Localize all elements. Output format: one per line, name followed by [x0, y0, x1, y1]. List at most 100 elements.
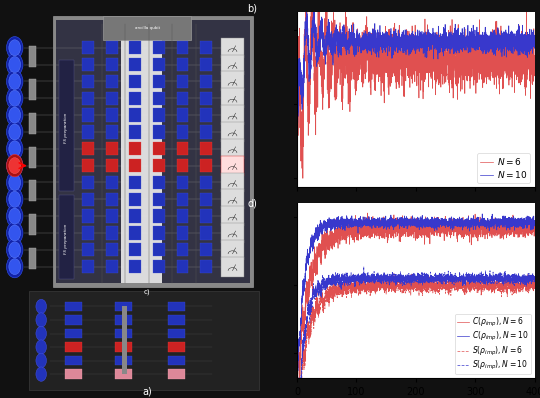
Bar [153, 226, 165, 240]
Circle shape [6, 188, 23, 211]
Bar [53, 16, 253, 287]
$N = 6$ [531, 59, 538, 64]
Bar [200, 142, 212, 156]
Bar [56, 20, 250, 283]
Bar [221, 105, 244, 125]
Bar [106, 92, 118, 105]
Bar [130, 142, 141, 156]
Circle shape [6, 222, 23, 244]
Bar [83, 75, 94, 88]
Circle shape [9, 242, 21, 258]
Bar [29, 180, 36, 201]
$S(\rho_{imp}), N = 6$ [531, 283, 538, 288]
Bar [168, 342, 185, 352]
Bar [106, 125, 118, 139]
Bar [115, 342, 132, 352]
Bar [153, 41, 165, 55]
Bar [122, 361, 126, 374]
Bar [200, 260, 212, 273]
Bar [106, 176, 118, 189]
Bar [130, 260, 141, 273]
Circle shape [9, 191, 21, 207]
Circle shape [9, 174, 21, 190]
Bar [200, 209, 212, 223]
Bar [65, 369, 83, 379]
Bar [177, 176, 188, 189]
Line: $S(\rho_{imp}), N = 6$: $S(\rho_{imp}), N = 6$ [297, 274, 535, 378]
Bar [168, 369, 185, 379]
$C(\rho_{imp}), N = 10$ [395, 219, 402, 224]
$N = 6$ [321, 63, 327, 68]
Bar [115, 315, 132, 325]
$S(\rho_{imp}), N = 10$ [335, 276, 341, 281]
$N = 10$ [303, 10, 309, 14]
Circle shape [6, 87, 23, 109]
Bar [221, 88, 244, 108]
Bar [130, 176, 141, 189]
Bar [83, 41, 94, 55]
Bar [83, 193, 94, 206]
$S(\rho_{imp}), N = 6$ [526, 283, 533, 287]
Bar [177, 75, 188, 88]
Bar [59, 60, 73, 191]
$C(\rho_{imp}), N = 6$ [501, 223, 508, 228]
Text: c): c) [144, 288, 151, 295]
Circle shape [9, 158, 21, 174]
Circle shape [6, 205, 23, 227]
$C(\rho_{imp}), N = 6$ [335, 234, 341, 238]
Bar [200, 109, 212, 122]
Text: FS preparation: FS preparation [64, 224, 68, 254]
$S(\rho_{imp}), N = 6$ [335, 289, 341, 294]
Bar [153, 260, 165, 273]
Bar [29, 291, 259, 390]
Bar [200, 125, 212, 139]
Bar [130, 125, 141, 139]
Bar [83, 260, 94, 273]
Circle shape [9, 259, 21, 275]
$N = 6$ [527, 49, 534, 54]
Bar [65, 342, 83, 352]
Bar [130, 92, 141, 105]
Bar [83, 92, 94, 105]
$N = 6$ [300, 176, 306, 181]
Circle shape [9, 124, 21, 140]
Bar [153, 75, 165, 88]
Bar [177, 209, 188, 223]
Bar [221, 72, 244, 92]
Y-axis label: $m_z$: $m_z$ [250, 90, 263, 109]
Bar [153, 125, 165, 139]
$N = 10$ [501, 37, 508, 42]
Circle shape [36, 353, 46, 368]
$C(\rho_{imp}), N = 10$ [294, 376, 300, 380]
$S(\rho_{imp}), N = 10$ [531, 273, 538, 278]
Bar [200, 92, 212, 105]
Circle shape [9, 40, 21, 56]
Bar [221, 223, 244, 243]
$N = 6$ [385, 65, 392, 70]
Bar [130, 75, 141, 88]
Bar [153, 159, 165, 172]
Bar [103, 16, 191, 40]
Bar [115, 302, 132, 311]
Bar [83, 125, 94, 139]
Bar [106, 58, 118, 71]
Circle shape [9, 158, 21, 174]
Circle shape [9, 90, 21, 106]
Circle shape [6, 154, 23, 177]
Bar [115, 329, 132, 338]
Bar [130, 226, 141, 240]
$C(\rho_{imp}), N = 6$ [385, 223, 392, 228]
Bar [115, 369, 132, 379]
Circle shape [9, 107, 21, 123]
Legend: $C(\rho_{imp}), N = 6$, $C(\rho_{imp}), N = 10$, $S(\rho_{imp}), N = 6$, $S(\rho: $C(\rho_{imp}), N = 6$, $C(\rho_{imp}), … [455, 314, 531, 374]
Bar [106, 109, 118, 122]
Bar [115, 356, 132, 365]
Text: ancilla qubit: ancilla qubit [134, 26, 160, 30]
Bar [120, 24, 162, 283]
Bar [200, 58, 212, 71]
Bar [177, 142, 188, 156]
$N = 10$ [531, 45, 538, 50]
Bar [130, 193, 141, 206]
Bar [29, 147, 36, 168]
Circle shape [6, 121, 23, 143]
